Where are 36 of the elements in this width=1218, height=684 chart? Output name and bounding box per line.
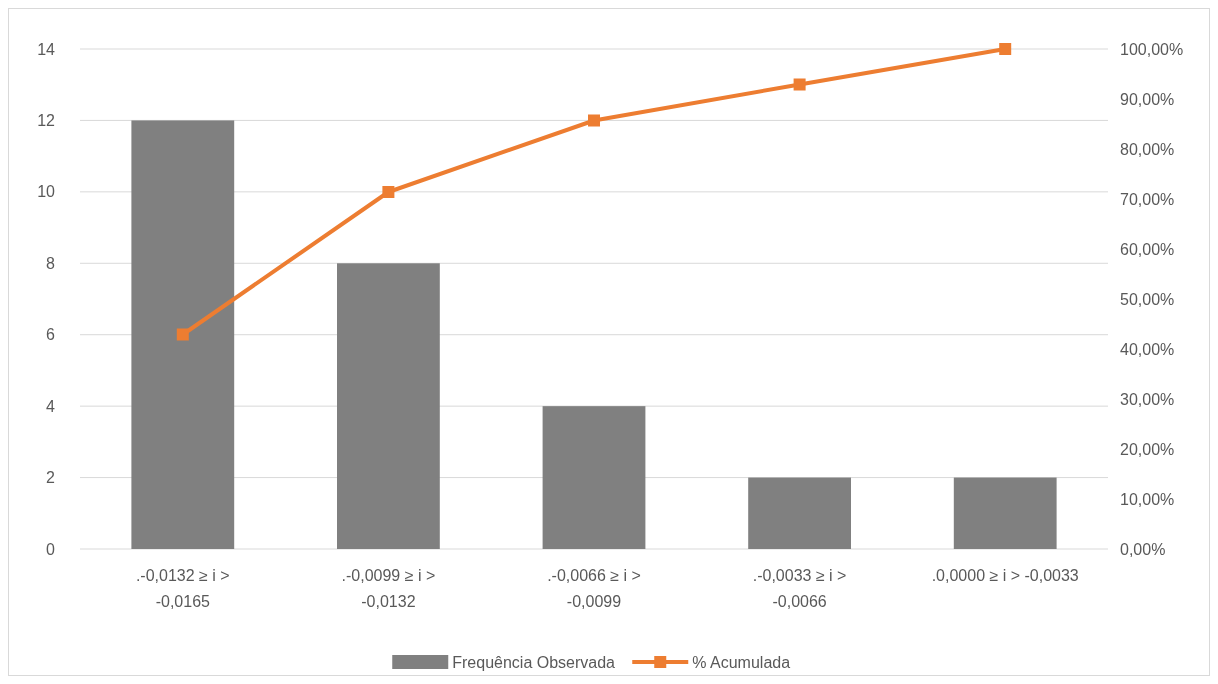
y2-tick-label: 30,00% [1120, 390, 1175, 408]
point [999, 43, 1012, 55]
y2-tick-label: 20,00% [1120, 440, 1175, 458]
x-tick-label: .-0,0132 ≥ i > -0,0165 [135, 567, 230, 610]
bar [337, 263, 440, 549]
y2-tick-label: 100,00% [1120, 40, 1184, 58]
y2-tick-label: 80,00% [1120, 140, 1175, 158]
point [176, 328, 189, 341]
legend-label: % Acumulada [692, 653, 791, 671]
y2-tick-label: 50,00% [1120, 290, 1175, 308]
bar [953, 477, 1057, 549]
x-tick-label: .-0,0099 ≥ i > -0,0132 [341, 567, 436, 610]
y2-tick-label: 0,00% [1120, 540, 1166, 558]
y2-tick-label: 10,00% [1120, 490, 1175, 508]
y-tick-label: 2 [46, 469, 56, 487]
legend-label: Frequência Observada [452, 653, 616, 671]
y-tick-label: 6 [46, 326, 56, 344]
x-tick-label: .-0,0066 ≥ i > -0,0099 [547, 567, 641, 610]
x-tick-label: .0,0000 ≥ i > -0,0033 [931, 567, 1079, 584]
y-tick-label: 10 [37, 183, 56, 201]
point [588, 114, 600, 127]
x-tick-label: .-0,0033 ≥ i > -0,0066 [752, 567, 847, 610]
y2-tick-label: 60,00% [1120, 240, 1175, 258]
y2-tick-label: 90,00% [1120, 90, 1175, 108]
bar [131, 120, 235, 549]
bar [542, 406, 646, 549]
y2-tick-label: 40,00% [1120, 340, 1175, 358]
bar [748, 477, 851, 549]
y2-tick-label: 70,00% [1120, 190, 1175, 208]
y-tick-label: 0 [46, 540, 56, 558]
point [793, 78, 806, 91]
y-tick-label: 12 [37, 112, 56, 130]
y-tick-label: 4 [46, 397, 56, 415]
point [382, 186, 395, 198]
y-tick-label: 14 [37, 40, 56, 58]
y-tick-label: 8 [46, 254, 56, 272]
